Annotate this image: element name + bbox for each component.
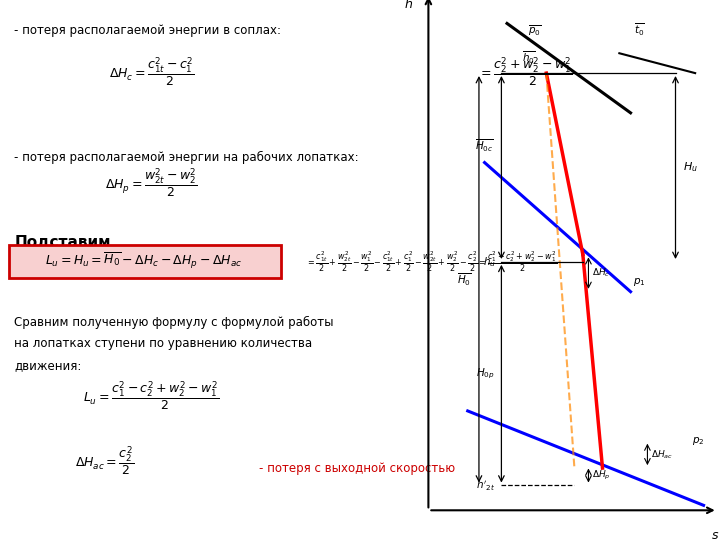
Text: движения:: движения: <box>14 359 82 372</box>
Text: Сравним полученную формулу с формулой работы: Сравним полученную формулу с формулой ра… <box>14 316 334 329</box>
Text: $\Delta H_p = \dfrac{w_{2t}^2 - w_2^2}{2}$: $\Delta H_p = \dfrac{w_{2t}^2 - w_2^2}{2… <box>105 167 197 200</box>
Text: Подставим: Подставим <box>14 235 111 250</box>
Text: $\overline{H_{0c}}$: $\overline{H_{0c}}$ <box>475 138 494 154</box>
Text: $h'_{2t}$: $h'_{2t}$ <box>477 478 496 492</box>
Text: - потеря с выходной скоростью: - потеря с выходной скоростью <box>259 462 455 475</box>
Text: на лопатках ступени по уравнению количества: на лопатках ступени по уравнению количес… <box>14 338 312 350</box>
Text: $\overline{h_0}$: $\overline{h_0}$ <box>521 50 535 66</box>
Text: $\Delta H_{ac} = \dfrac{c_2^2}{2}$: $\Delta H_{ac} = \dfrac{c_2^2}{2}$ <box>75 445 134 478</box>
Text: $= \dfrac{c_2^2 + w_2^2 - w_1^2}{2}$: $= \dfrac{c_2^2 + w_2^2 - w_1^2}{2}$ <box>478 56 573 90</box>
Text: $\Delta H_c = \dfrac{c_{1t}^2 - c_1^2}{2}$: $\Delta H_c = \dfrac{c_{1t}^2 - c_1^2}{2… <box>109 56 194 90</box>
Text: $\Delta H_p$: $\Delta H_p$ <box>592 469 611 482</box>
Text: $H_u$: $H_u$ <box>683 160 698 174</box>
Text: $= \dfrac{c_{1t}^2}{2} + \dfrac{w_{2t}^2}{2} - \dfrac{w_1^2}{2} - \dfrac{c_{1t}^: $= \dfrac{c_{1t}^2}{2} + \dfrac{w_{2t}^2… <box>306 249 558 274</box>
Text: $L_u = H_u = \overline{H_0} - \Delta H_c - \Delta H_p - \Delta H_{ac}$: $L_u = H_u = \overline{H_0} - \Delta H_c… <box>45 251 243 272</box>
Text: $\Delta H_{ac}$: $\Delta H_{ac}$ <box>651 448 673 461</box>
FancyBboxPatch shape <box>9 245 281 278</box>
Text: $\overline{t_0}$: $\overline{t_0}$ <box>634 22 644 38</box>
Text: $p_1$: $p_1$ <box>634 276 646 288</box>
Text: $h_u$: $h_u$ <box>483 255 496 269</box>
Text: $h$: $h$ <box>404 0 413 11</box>
Text: $p_2$: $p_2$ <box>693 435 705 447</box>
Text: $\Delta H_c$: $\Delta H_c$ <box>592 267 611 279</box>
Text: $s$: $s$ <box>711 529 719 540</box>
Text: - потеря располагаемой энергии на рабочих лопатках:: - потеря располагаемой энергии на рабочи… <box>14 151 359 164</box>
Text: $\overline{H_0}$: $\overline{H_0}$ <box>457 271 472 287</box>
Text: - потеря располагаемой энергии в соплах:: - потеря располагаемой энергии в соплах: <box>14 24 282 37</box>
Text: $L_u = \dfrac{c_1^2 - c_2^2 + w_2^2 - w_1^2}{2}$: $L_u = \dfrac{c_1^2 - c_2^2 + w_2^2 - w_… <box>83 380 220 414</box>
Text: $\overline{p_0}$: $\overline{p_0}$ <box>528 24 542 38</box>
Text: $H_{0p}$: $H_{0p}$ <box>475 367 494 381</box>
